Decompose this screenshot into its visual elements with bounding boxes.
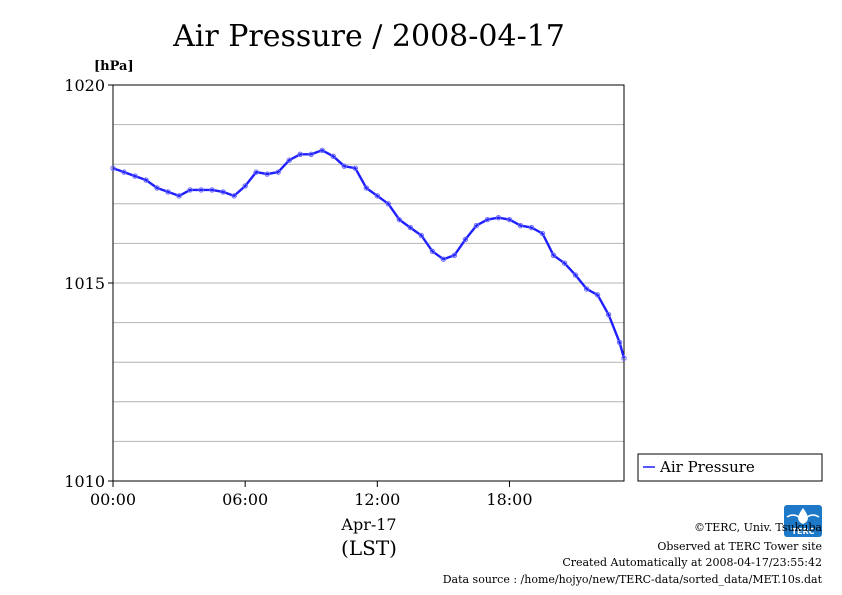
- chart-title: Air Pressure / 2008-04-17: [172, 19, 565, 54]
- legend-entry: Air Pressure: [659, 458, 755, 476]
- data-point: [352, 165, 358, 171]
- data-point: [539, 230, 546, 237]
- data-point: [187, 187, 193, 193]
- data-point: [396, 216, 403, 223]
- y-axis-unit: [hPa]: [94, 59, 134, 74]
- data-point: [143, 177, 149, 183]
- data-point: [264, 171, 270, 177]
- x-axis-date-label: Apr-17: [340, 515, 396, 534]
- data-point: [484, 216, 491, 223]
- x-tick-label: 00:00: [90, 490, 136, 509]
- wave-left-icon: [786, 514, 800, 518]
- legend-box: [637, 453, 823, 482]
- data-point: [517, 222, 524, 229]
- data-point: [572, 272, 579, 278]
- data-point: [330, 153, 336, 159]
- data-point: [253, 169, 259, 175]
- data-point: [341, 163, 347, 169]
- data-point: [231, 193, 237, 199]
- observed-site-text: Observed at TERC Tower site: [657, 540, 822, 553]
- data-point: [440, 256, 447, 262]
- data-point: [407, 224, 414, 231]
- terc-logo: TERC: [784, 505, 822, 537]
- x-tick-label: 12:00: [354, 490, 400, 509]
- data-point: [286, 157, 292, 163]
- data-point: [220, 189, 226, 195]
- data-point: [418, 232, 425, 239]
- data-point: [528, 224, 535, 231]
- data-point: [506, 216, 513, 223]
- data-point: [385, 201, 392, 207]
- data-point: [121, 169, 127, 175]
- data-point: [374, 193, 381, 199]
- legend: Air Pressure: [637, 453, 823, 482]
- water-drop-icon: [798, 508, 808, 524]
- y-tick-label: 1010: [64, 472, 105, 491]
- data-point: [473, 222, 480, 229]
- data-source-text: Data source : /home/hojyo/new/TERC-data/…: [443, 573, 823, 586]
- data-point: [605, 311, 612, 318]
- data-point: [616, 339, 623, 346]
- data-point: [176, 193, 182, 199]
- terc-logo-text: TERC: [792, 527, 815, 536]
- data-point: [495, 214, 502, 221]
- data-point: [275, 169, 281, 175]
- data-point: [319, 147, 325, 154]
- data-point: [308, 151, 314, 158]
- data-point: [297, 151, 303, 158]
- data-point: [209, 187, 215, 193]
- series-line: [112, 149, 626, 359]
- wave-right-icon: [806, 514, 820, 518]
- axis-ticks: 1010 1015 1020 00:00 06:00 12:00 18:00: [64, 76, 532, 509]
- data-point: [550, 252, 557, 258]
- data-point: [198, 187, 204, 193]
- x-tick-label: 18:00: [486, 490, 532, 509]
- data-point: [451, 252, 458, 258]
- x-axis-timezone-label: (LST): [341, 536, 397, 560]
- data-point: [429, 248, 436, 255]
- data-point: [132, 173, 138, 179]
- data-point: [154, 185, 160, 191]
- y-tick-label: 1015: [64, 274, 105, 293]
- data-point: [561, 260, 568, 266]
- data-point: [165, 189, 171, 195]
- data-point: [594, 292, 601, 298]
- grid-lines: [113, 124, 624, 442]
- copyright-text: ©TERC, Univ. Tsukuba: [694, 521, 822, 534]
- created-timestamp-text: Created Automatically at 2008-04-17/23:5…: [562, 556, 822, 569]
- series-air-pressure: [110, 147, 627, 361]
- data-point: [363, 185, 369, 191]
- y-tick-label: 1020: [64, 76, 105, 95]
- data-point: [242, 183, 248, 189]
- data-point: [583, 286, 590, 292]
- data-point: [621, 355, 627, 361]
- x-tick-label: 06:00: [222, 490, 268, 509]
- data-point: [110, 165, 116, 171]
- data-point: [462, 236, 469, 243]
